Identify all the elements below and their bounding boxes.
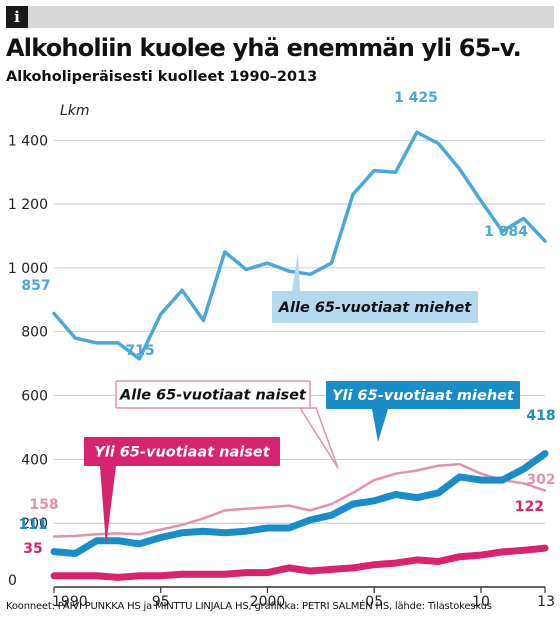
info-icon: i xyxy=(6,6,28,28)
x-tick-label: 10 xyxy=(472,594,490,610)
series-label: Yli 65-vuotiaat miehet xyxy=(332,388,515,404)
data-label: 122 xyxy=(515,499,544,515)
callout-box xyxy=(326,381,520,409)
series-line xyxy=(52,462,547,538)
data-label: 158 xyxy=(29,497,58,513)
chart-subtitle: Alkoholiperäisesti kuolleet 1990–2013 xyxy=(6,69,318,85)
callout-pointer xyxy=(372,409,388,442)
y-tick-label: 200 xyxy=(21,516,48,532)
callout-pointer xyxy=(292,252,300,291)
x-tick-label: 05 xyxy=(365,594,383,610)
y-tick-label: 1 200 xyxy=(8,197,48,213)
callout-pointer xyxy=(100,466,116,545)
data-label: 715 xyxy=(125,343,154,359)
y-tick-label: 1 400 xyxy=(8,133,48,149)
data-label: 111 xyxy=(18,517,47,533)
y-tick-label: 800 xyxy=(21,325,48,341)
data-label: 1 425 xyxy=(394,90,438,106)
x-tick-label: 95 xyxy=(152,594,170,610)
series-label: Yli 65-vuotiaat naiset xyxy=(94,445,270,461)
x-tick-label: 13 xyxy=(537,594,555,610)
data-label: 1 084 xyxy=(484,224,528,240)
data-label: 857 xyxy=(21,278,50,294)
y-tick-label: 600 xyxy=(21,389,48,405)
callout-box xyxy=(115,380,311,409)
x-tick-label: 2000 xyxy=(250,594,286,610)
x-tick-label: 1990 xyxy=(52,594,88,610)
y-tick-label: 1 000 xyxy=(8,261,48,277)
data-label: 302 xyxy=(526,472,555,488)
y-tick-label: 400 xyxy=(21,452,48,468)
series-label: Alle 65-vuotiaat naiset xyxy=(119,388,307,404)
chart-title: Alkoholiin kuolee yhä enemmän yli 65-v. xyxy=(6,34,522,62)
top-bar: i xyxy=(6,6,554,28)
y-axis-unit-label: Lkm xyxy=(60,103,90,119)
source-credits: Koonneet: PÄIVI PUNKKA HS ja MINTTU LINJ… xyxy=(6,601,492,612)
data-label: 35 xyxy=(23,541,42,557)
data-label: 418 xyxy=(526,408,555,424)
series-line xyxy=(52,130,547,361)
series-label: Alle 65-vuotiaat miehet xyxy=(278,300,472,316)
y-tick-label: 0 xyxy=(8,573,17,589)
series-line xyxy=(50,450,549,557)
callout-box xyxy=(84,437,280,466)
series-line xyxy=(50,544,549,581)
callout-box xyxy=(272,291,478,323)
